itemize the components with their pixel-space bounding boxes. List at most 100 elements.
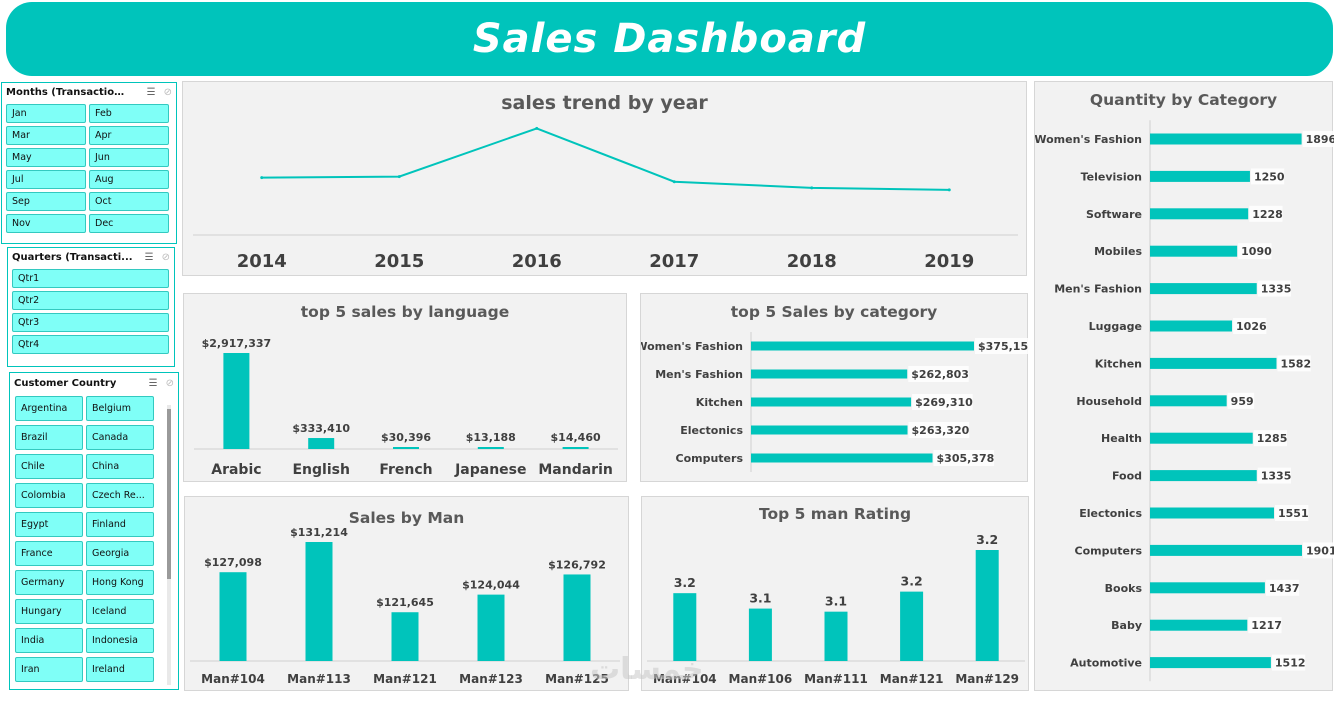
quantity-label-box <box>1275 505 1309 521</box>
quantity-bar <box>1150 170 1250 182</box>
quantity-bar <box>1150 657 1271 669</box>
quantity-category-label: Luggage <box>1089 320 1142 333</box>
category-bar <box>751 453 933 463</box>
country-button[interactable]: France <box>15 541 83 566</box>
country-slicer: Customer Country ☰ ⊘ Argentina Belgium Bra… <box>9 372 179 690</box>
quantity-chart: Women's Fashion 1896 Television 1250 Softwar… <box>1035 120 1334 682</box>
country-button[interactable]: Chile <box>15 454 83 479</box>
quarter-button[interactable]: Qtr2 <box>12 291 169 310</box>
quantity-bar <box>1150 470 1257 482</box>
country-button[interactable]: China <box>86 454 154 479</box>
category-bar <box>751 397 912 407</box>
country-button[interactable]: Argentina <box>15 396 83 421</box>
quantity-label-box <box>1238 243 1272 260</box>
month-button[interactable]: Sep <box>6 192 86 211</box>
country-button[interactable]: Belgium <box>86 396 154 421</box>
trend-year-label: 2015 <box>374 251 424 272</box>
quarters-slicer-title: Quarters (Transacti... <box>12 251 133 263</box>
man-category-label: Man#125 <box>545 672 609 686</box>
multi-select-icon[interactable]: ☰ <box>146 86 156 98</box>
country-button[interactable]: Egypt <box>15 512 83 537</box>
man-category-label: Man#113 <box>287 672 351 686</box>
month-button[interactable]: Apr <box>89 126 169 145</box>
months-slicer: Months (Transaction... ☰ ⊘ Jan Feb Mar Apr M… <box>1 82 177 244</box>
country-button[interactable]: Germany <box>15 570 83 595</box>
country-button[interactable]: Finland <box>86 512 154 537</box>
rating-category-label: Man#104 <box>653 672 717 686</box>
clear-filter-icon[interactable]: ⊘ <box>161 251 170 263</box>
clear-filter-icon[interactable]: ⊘ <box>163 86 172 98</box>
month-button[interactable]: Aug <box>89 170 169 189</box>
category-data-label: $262,803 <box>911 368 969 381</box>
quantity-chart-title: Quantity by Category <box>1089 91 1278 109</box>
month-button[interactable]: Feb <box>89 104 169 123</box>
quantity-category-label: Household <box>1076 395 1142 408</box>
month-button[interactable]: Oct <box>89 192 169 211</box>
country-button[interactable]: Czech Re... <box>86 483 154 508</box>
month-button[interactable]: Nov <box>6 214 86 233</box>
quantity-label-box <box>1257 467 1292 484</box>
category-category-label: Electonics <box>680 424 743 437</box>
clear-filter-icon[interactable]: ⊘ <box>165 377 174 389</box>
quantity-data-label: 1217 <box>1251 619 1282 632</box>
quantity-label-box <box>1250 168 1285 185</box>
language-panel: top 5 sales by language $2,917,337 Arabic… <box>183 293 627 482</box>
country-button[interactable]: Ireland <box>86 657 154 682</box>
category-data-label: $263,320 <box>912 424 970 437</box>
month-button[interactable]: Jan <box>6 104 86 123</box>
trend-point <box>535 126 539 130</box>
rating-data-label: 3.2 <box>674 575 696 590</box>
language-bar <box>308 438 335 449</box>
quantity-bar <box>1150 208 1249 220</box>
quarter-button[interactable]: Qtr4 <box>12 335 169 354</box>
trend-panel: sales trend by year 2014 2015 2016 2017 2018… <box>182 81 1027 276</box>
quantity-category-label: Men's Fashion <box>1054 283 1142 296</box>
country-button[interactable]: Iran <box>15 657 83 682</box>
quarters-slicer-header: Quarters (Transacti... ☰ ⊘ <box>8 248 174 266</box>
month-button[interactable]: Mar <box>6 126 86 145</box>
quantity-category-label: Health <box>1101 432 1142 445</box>
country-button[interactable]: Indonesia <box>86 628 154 653</box>
quantity-label-box <box>1257 280 1292 297</box>
country-button[interactable]: Colombia <box>15 483 83 508</box>
quarters-button-grid: Qtr1 Qtr2 Qtr3 Qtr4 <box>8 266 174 357</box>
month-button[interactable]: Jul <box>6 170 86 189</box>
man-panel: Sales by Man $127,098 Man#104 $131,214 Man#… <box>184 496 629 691</box>
country-button[interactable]: Hong Kong <box>86 570 154 595</box>
quantity-data-label: 1335 <box>1261 470 1292 483</box>
rating-category-label: Man#121 <box>880 672 944 686</box>
quantity-category-label: Food <box>1112 470 1142 483</box>
category-label-box <box>933 450 995 466</box>
rating-bar <box>748 608 772 661</box>
country-button[interactable]: Hungary <box>15 599 83 624</box>
quantity-category-label: Electonics <box>1079 507 1142 520</box>
multi-select-icon[interactable]: ☰ <box>144 251 154 263</box>
quarter-button[interactable]: Qtr1 <box>12 269 169 288</box>
quantity-data-label: 1901 <box>1306 544 1334 557</box>
category-label-box <box>908 366 969 382</box>
month-button[interactable]: Dec <box>89 214 169 233</box>
country-slicer-header: Customer Country ☰ ⊘ <box>10 373 178 393</box>
scrollbar-thumb[interactable] <box>167 409 171 579</box>
category-bar <box>751 341 974 351</box>
quantity-bar <box>1150 283 1257 295</box>
country-button[interactable]: Canada <box>86 425 154 450</box>
category-chart-title: top 5 Sales by category <box>730 303 938 321</box>
quarter-button[interactable]: Qtr3 <box>12 313 169 332</box>
quantity-data-label: 1026 <box>1236 320 1267 333</box>
country-button[interactable]: Georgia <box>86 541 154 566</box>
multi-select-icon[interactable]: ☰ <box>148 377 158 389</box>
country-button[interactable]: Iceland <box>86 599 154 624</box>
quantity-category-label: Kitchen <box>1095 357 1142 370</box>
months-slicer-title: Months (Transaction... <box>6 86 131 98</box>
language-category-label: French <box>379 462 432 478</box>
country-button[interactable]: Brazil <box>15 425 83 450</box>
month-button[interactable]: May <box>6 148 86 167</box>
rating-data-label: 3.1 <box>825 594 847 609</box>
rating-bar <box>673 593 697 661</box>
language-chart-title: top 5 sales by language <box>300 303 510 321</box>
country-button[interactable]: India <box>15 628 83 653</box>
month-button[interactable]: Jun <box>89 148 169 167</box>
man-data-label: $131,214 <box>290 526 348 539</box>
quantity-bar <box>1150 582 1265 594</box>
